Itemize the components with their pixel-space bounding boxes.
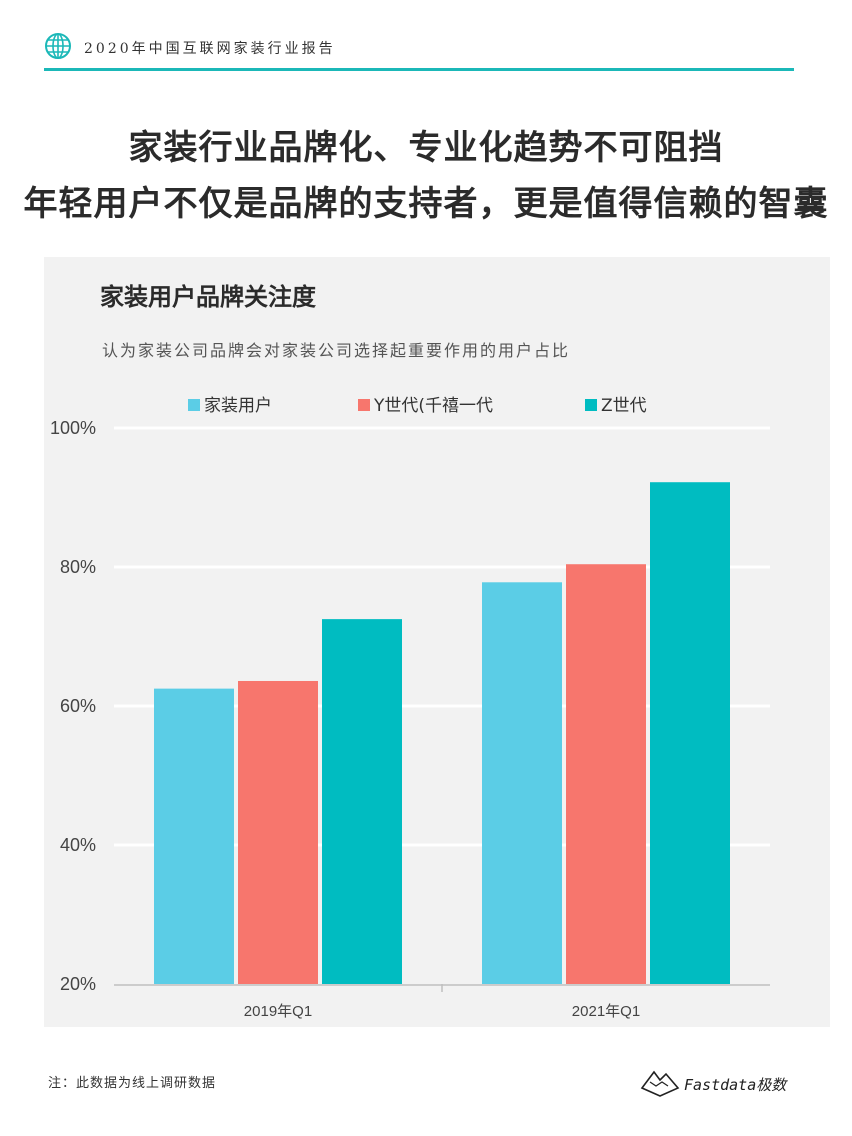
legend-swatch [358, 399, 370, 411]
bar [322, 619, 402, 984]
y-tick-label: 100% [50, 418, 96, 438]
bar [238, 680, 318, 984]
mountain-logo-icon [640, 1070, 680, 1097]
legend-label: Z世代 [601, 396, 647, 416]
report-header: 2020年中国互联网家装行业报告 [44, 32, 794, 62]
headline-line-1: 家装行业品牌化、专业化趋势不可阻挡 [128, 128, 724, 168]
brand-logo: Fastdata极数 [640, 1066, 800, 1100]
bar [566, 564, 646, 984]
y-tick-label: 40% [60, 835, 96, 855]
legend-label: Y世代(千禧一代 [373, 396, 493, 416]
headline-line-2: 年轻用户不仅是品牌的支持者，更是值得信赖的智囊 [23, 184, 829, 224]
legend-swatch [188, 399, 200, 411]
chart-title: 家装用户品牌关注度 [100, 283, 316, 311]
brand-name: Fastdata极数 [684, 1076, 787, 1094]
footnote: 注：此数据为线上调研数据 [48, 1076, 217, 1091]
header-divider [44, 68, 794, 71]
x-tick-label: 2021年Q1 [572, 1003, 640, 1020]
legend-swatch [585, 399, 597, 411]
globe-icon [45, 33, 71, 59]
y-tick-label: 20% [60, 974, 96, 994]
x-tick-label: 2019年Q1 [244, 1003, 312, 1020]
y-tick-label: 60% [60, 696, 96, 716]
bar [482, 582, 562, 984]
bar [650, 482, 730, 984]
y-tick-label: 80% [60, 557, 96, 577]
report-title: 2020年中国互联网家装行业报告 [84, 41, 336, 57]
legend-label: 家装用户 [204, 396, 272, 416]
chart-subtitle: 认为家装公司品牌会对家装公司选择起重要作用的用户占比 [102, 341, 571, 360]
bar [154, 688, 234, 984]
